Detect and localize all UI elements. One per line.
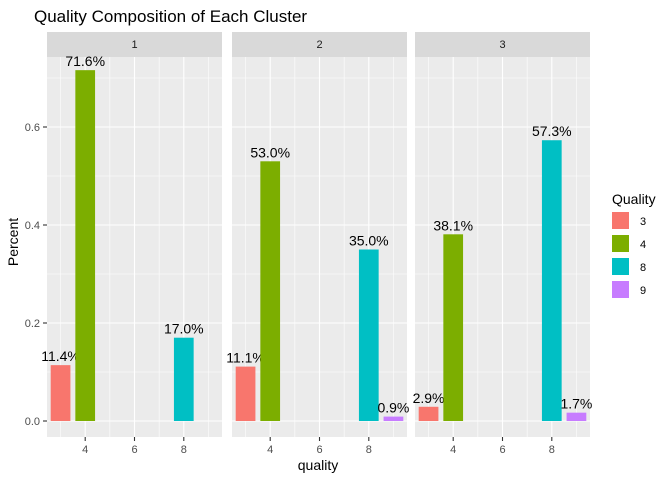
facet-strip-label: 1 bbox=[131, 39, 137, 51]
legend-key-4 bbox=[612, 235, 629, 252]
y-axis-title: Percent bbox=[5, 218, 21, 266]
y-tick-label: 0.0 bbox=[25, 416, 40, 428]
x-tick-label: 8 bbox=[366, 444, 372, 456]
facet-2: 2 11.1% 53.0% 35.0% 0.9% bbox=[226, 32, 409, 437]
bar-quality-8 bbox=[173, 337, 194, 421]
bar-data-label: 17.0% bbox=[164, 321, 204, 337]
bar-quality-4 bbox=[260, 161, 281, 422]
facet-strip bbox=[47, 32, 222, 57]
bar-data-label: 38.1% bbox=[433, 217, 473, 233]
facet-strip bbox=[232, 32, 407, 57]
bar-data-label: 71.6% bbox=[65, 53, 105, 69]
legend-key-3 bbox=[612, 212, 629, 229]
facet-3: 3 2.9% 38.1% 57.3% 1.7% bbox=[413, 32, 592, 437]
bar-data-label: 11.1% bbox=[226, 350, 265, 366]
x-tick-label: 8 bbox=[181, 444, 187, 456]
y-tick-label: 0.6 bbox=[25, 122, 40, 134]
x-axis-title: quality bbox=[298, 457, 338, 473]
x-tick-label: 4 bbox=[82, 444, 88, 456]
facet-panels: 1 11.4% 71.6% 17.0% 2 11.1% 53.0% 35.0% 0.9% 3 2.9… bbox=[41, 32, 592, 437]
legend-label: 9 bbox=[640, 285, 646, 297]
bar-quality-9 bbox=[566, 412, 587, 421]
bar-data-label: 1.7% bbox=[560, 396, 592, 412]
x-tick-label: 8 bbox=[549, 444, 555, 456]
bar-data-label: 57.3% bbox=[532, 123, 572, 139]
facet-strip-label: 2 bbox=[316, 39, 322, 51]
bar-data-label: 11.4% bbox=[41, 348, 80, 364]
bar-data-label: 0.9% bbox=[377, 400, 409, 416]
y-axis: 0.0 0.2 0.4 0.6 bbox=[25, 122, 47, 428]
bar-quality-8 bbox=[358, 249, 379, 421]
bar-quality-4 bbox=[75, 70, 96, 421]
x-tick-label: 6 bbox=[131, 444, 137, 456]
x-tick-label: 6 bbox=[499, 444, 505, 456]
legend-items: 3 4 8 9 bbox=[612, 212, 646, 298]
facet-strip-label: 3 bbox=[499, 39, 505, 51]
bar-quality-8 bbox=[541, 140, 562, 422]
bar-quality-3 bbox=[235, 366, 256, 421]
y-tick-label: 0.4 bbox=[25, 220, 40, 232]
facet-1: 1 11.4% 71.6% 17.0% bbox=[41, 32, 222, 437]
bar-data-label: 2.9% bbox=[413, 390, 445, 406]
bar-data-label: 35.0% bbox=[349, 233, 389, 249]
facet-strip bbox=[415, 32, 590, 57]
legend-label: 8 bbox=[640, 262, 646, 274]
x-tick-label: 4 bbox=[450, 444, 456, 456]
bar-quality-3 bbox=[50, 365, 71, 421]
y-tick-label: 0.2 bbox=[25, 318, 40, 330]
bar-quality-9 bbox=[383, 416, 404, 421]
legend-key-9 bbox=[612, 281, 629, 298]
x-axes: 4 6 8 4 6 8 4 6 8 bbox=[82, 437, 555, 456]
legend-key-8 bbox=[612, 258, 629, 275]
x-tick-label: 4 bbox=[267, 444, 273, 456]
legend-label: 4 bbox=[640, 239, 646, 251]
x-tick-label: 6 bbox=[316, 444, 322, 456]
chart-title: Quality Composition of Each Cluster bbox=[34, 7, 307, 26]
legend: Quality 3 4 8 9 bbox=[612, 191, 656, 298]
legend-title: Quality bbox=[612, 191, 656, 207]
bar-quality-4 bbox=[443, 234, 464, 421]
bar-data-label: 53.0% bbox=[250, 144, 290, 160]
legend-label: 3 bbox=[640, 216, 646, 228]
bar-quality-3 bbox=[418, 406, 439, 421]
